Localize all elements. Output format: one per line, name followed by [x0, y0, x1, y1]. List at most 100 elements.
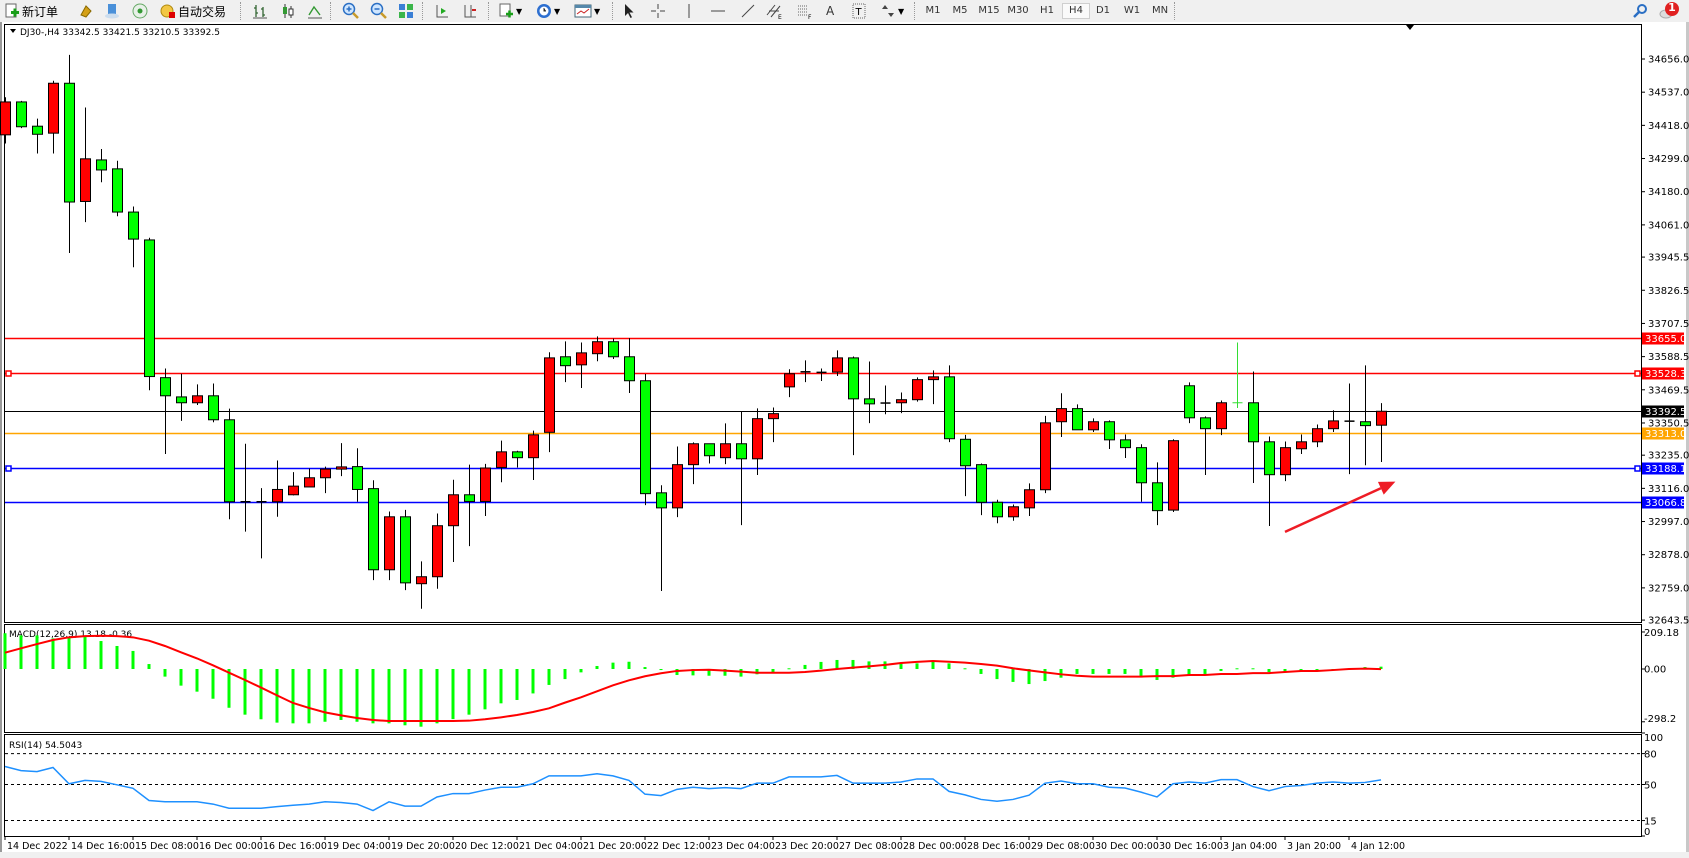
timeframe-h4[interactable]: H4 [1062, 3, 1090, 19]
candle[interactable] [1216, 400, 1227, 436]
new-order-button[interactable]: 新订单 [4, 1, 58, 21]
candle[interactable] [384, 511, 395, 581]
candle[interactable] [560, 341, 571, 383]
candle[interactable] [128, 206, 139, 268]
candle[interactable] [928, 370, 939, 405]
fibonacci-button[interactable]: F [796, 1, 814, 21]
candle[interactable] [576, 342, 587, 388]
candle[interactable] [736, 411, 747, 526]
timeframe-m1[interactable]: M1 [925, 5, 941, 16]
candle[interactable] [480, 463, 491, 516]
periods-button[interactable]: ▼ [536, 1, 560, 21]
candle[interactable] [832, 350, 843, 376]
trend-arrow-head[interactable] [1377, 481, 1396, 495]
candle[interactable] [320, 466, 331, 494]
candle[interactable] [144, 237, 155, 391]
candle[interactable] [512, 450, 523, 468]
candle[interactable] [720, 423, 731, 465]
candle[interactable] [464, 464, 475, 547]
text-label-button[interactable]: T [852, 1, 866, 21]
candle[interactable] [32, 118, 43, 154]
candle[interactable] [1376, 403, 1387, 463]
candlestick-button[interactable] [280, 1, 296, 21]
candle[interactable] [80, 107, 91, 223]
candle[interactable] [352, 448, 363, 502]
candle[interactable] [1072, 404, 1083, 431]
crosshair-button[interactable] [650, 1, 666, 21]
level-handle-left[interactable] [5, 465, 12, 472]
candle[interactable] [1104, 420, 1115, 450]
horizontal-line-button[interactable] [710, 1, 726, 21]
candle[interactable] [1008, 504, 1019, 521]
candle[interactable] [944, 365, 955, 443]
zoom-out-button[interactable] [370, 1, 388, 21]
candle[interactable] [912, 377, 923, 402]
timeframe-w1[interactable]: W1 [1123, 5, 1141, 16]
candle[interactable] [448, 479, 459, 562]
candle[interactable] [16, 100, 27, 129]
trendline-button[interactable] [740, 1, 756, 21]
candle[interactable] [1232, 342, 1243, 409]
candle[interactable] [176, 373, 187, 421]
candle[interactable] [1040, 415, 1051, 494]
tile-windows-button[interactable] [398, 1, 414, 21]
auto-scroll-button[interactable] [434, 1, 450, 21]
candle[interactable] [800, 360, 811, 383]
equidistant-channel-button[interactable]: E [766, 1, 784, 21]
bar-chart-button[interactable] [252, 1, 268, 21]
candle[interactable] [304, 468, 315, 488]
search-button[interactable] [1632, 1, 1648, 21]
chart-shift-button[interactable] [462, 1, 478, 21]
level-handle-right[interactable] [1634, 370, 1641, 377]
candle[interactable] [208, 383, 219, 423]
zoom-in-button[interactable] [342, 1, 360, 21]
arrows-button[interactable]: ▼ [880, 1, 904, 21]
timeframe-m30[interactable]: M30 [1007, 5, 1029, 16]
candle[interactable] [640, 374, 651, 506]
chart-window[interactable]: DJ30-,H4 33342.5 33421.5 33210.5 33392.5… [0, 22, 1689, 858]
candle[interactable] [288, 472, 299, 496]
candle[interactable] [528, 430, 539, 480]
candle[interactable] [1296, 434, 1307, 455]
candle[interactable] [1152, 462, 1163, 526]
candle[interactable] [192, 384, 203, 405]
candle[interactable] [704, 443, 715, 464]
expert-advisors-button[interactable] [78, 1, 94, 21]
timeframe-d1[interactable]: D1 [1095, 5, 1111, 16]
candle[interactable] [1280, 441, 1291, 482]
candle[interactable] [976, 463, 987, 516]
candle[interactable] [848, 356, 859, 456]
candle[interactable] [368, 480, 379, 581]
candle[interactable] [272, 460, 283, 517]
timeframe-mn[interactable]: MN [1151, 5, 1169, 16]
candle[interactable] [1168, 439, 1179, 513]
candle[interactable] [624, 338, 635, 394]
candle[interactable] [1136, 444, 1147, 502]
candle[interactable] [416, 561, 427, 609]
candle[interactable] [48, 80, 59, 154]
chart-menu-triangle-icon[interactable] [10, 29, 16, 33]
candle[interactable] [96, 149, 107, 183]
vertical-line-button[interactable] [684, 1, 694, 21]
level-handle-left[interactable] [5, 370, 12, 377]
candle[interactable] [864, 361, 875, 424]
timeframe-m5[interactable]: M5 [952, 5, 968, 16]
candle[interactable] [1248, 371, 1259, 484]
templates-button[interactable]: ▼ [574, 1, 600, 21]
candle[interactable] [896, 392, 907, 414]
candle[interactable] [1264, 436, 1275, 526]
candle[interactable] [688, 442, 699, 485]
candle[interactable] [1024, 483, 1035, 516]
candle[interactable] [752, 408, 763, 475]
candle[interactable] [1360, 365, 1371, 466]
candle[interactable] [1328, 410, 1339, 433]
level-handle-right[interactable] [1634, 465, 1641, 472]
candle[interactable] [992, 499, 1003, 524]
candle[interactable] [592, 336, 603, 362]
candle[interactable] [336, 443, 347, 477]
candle[interactable] [0, 97, 11, 144]
candle[interactable] [656, 485, 667, 591]
candle[interactable] [960, 434, 971, 497]
candle[interactable] [1120, 434, 1131, 458]
candle[interactable] [1344, 383, 1355, 475]
